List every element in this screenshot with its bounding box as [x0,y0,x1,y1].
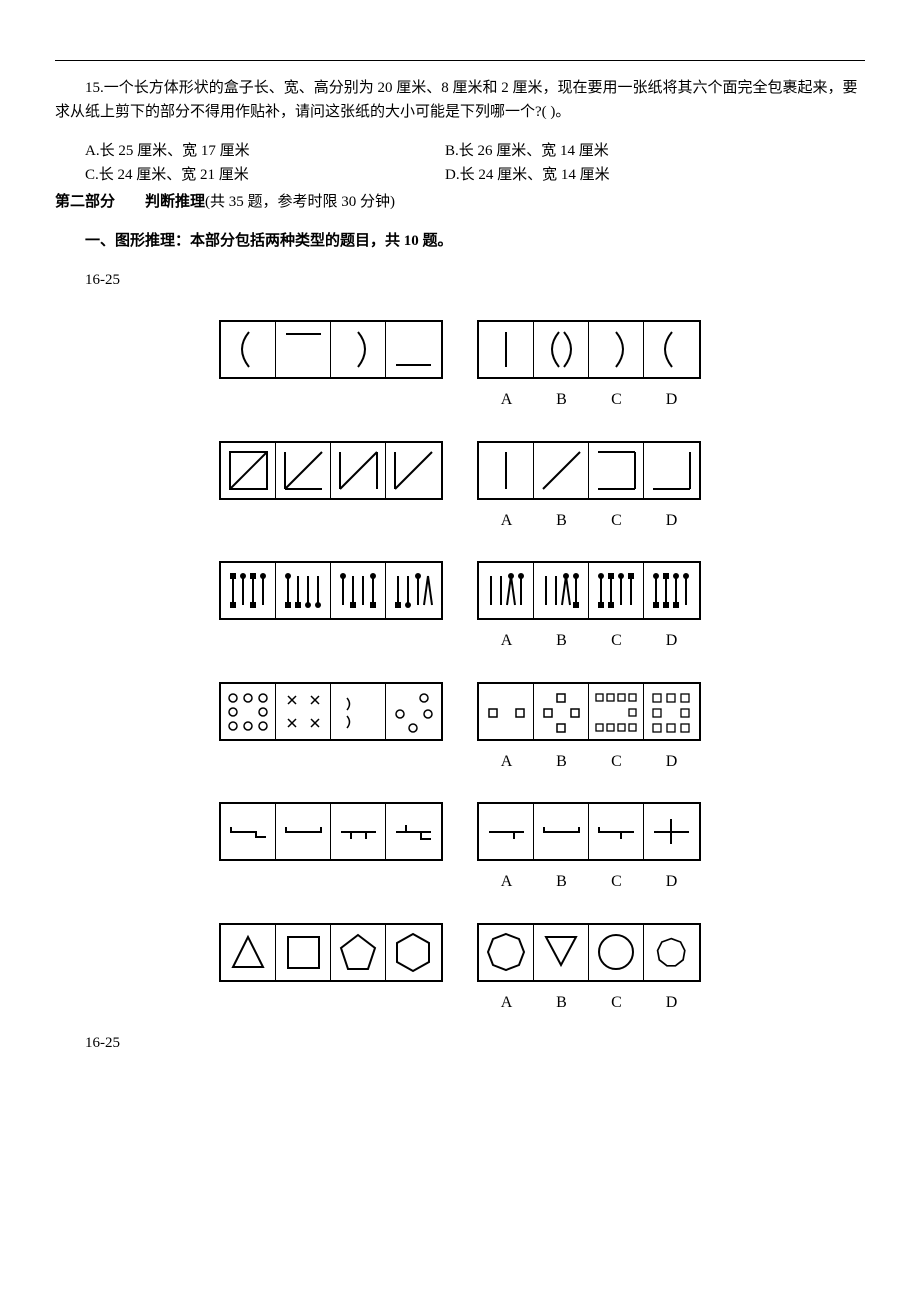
lbl-A: A [479,869,534,895]
lbl-C: C [589,508,644,534]
q15-optA: A.长 25 厘米、宽 17 厘米 [85,139,445,163]
fig2-right [477,441,701,500]
part2-subtitle: (共 35 题，参考时限 30 分钟) [205,194,395,210]
part2-title: 第二部分 判断推理 [55,194,205,210]
fig2-left [219,441,443,500]
lbl-D: D [644,387,699,413]
q15-body: 一个长方体形状的盒子长、宽、高分别为 20 厘米、8 厘米和 2 厘米，现在要用… [55,80,858,120]
fig6-right [477,923,701,982]
q15-optB: B.长 26 厘米、宽 14 厘米 [445,139,865,163]
figrow-3: A B C D [55,561,865,654]
lbl-A: A [479,990,534,1016]
lbl-B: B [534,387,589,413]
section1-title: 一、图形推理：本部分包括两种类型的题目，共 10 题。 [55,229,865,253]
horizontal-rule [55,60,865,61]
q15-text: 15.一个长方体形状的盒子长、宽、高分别为 20 厘米、8 厘米和 2 厘米，现… [55,76,865,124]
lbl-C: C [589,990,644,1016]
lbl-A: A [479,508,534,534]
q15-number: 15. [85,80,104,96]
fig4-right [477,682,701,741]
lbl-B: B [534,628,589,654]
lbl-A: A [479,387,534,413]
figrow-6: A B C D [55,923,865,1016]
figrow-5: A B C D [55,802,865,895]
lbl-B: B [534,749,589,775]
q15-options2: C.长 24 厘米、宽 21 厘米 D.长 24 厘米、宽 14 厘米 [85,163,865,187]
fig6-left [219,923,443,982]
q15-options: A.长 25 厘米、宽 17 厘米 B.长 26 厘米、宽 14 厘米 [85,139,865,163]
figrow-2: A B C D [55,441,865,534]
part2-heading: 第二部分 判断推理(共 35 题，参考时限 30 分钟) [55,190,865,214]
lbl-B: B [534,990,589,1016]
q15-optD: D.长 24 厘米、宽 14 厘米 [445,163,865,187]
lbl-A: A [479,628,534,654]
lbl-B: B [534,508,589,534]
lbl-C: C [589,628,644,654]
fig4-left [219,682,443,741]
lbl-D: D [644,990,699,1016]
fig5-right [477,802,701,861]
q15-optC: C.长 24 厘米、宽 21 厘米 [85,163,445,187]
lbl-D: D [644,869,699,895]
lbl-C: C [589,387,644,413]
figrow-4: A B C D [55,682,865,775]
fig5-left [219,802,443,861]
fig1-left [219,320,443,379]
lbl-C: C [589,749,644,775]
lbl-A: A [479,749,534,775]
fig1-right [477,320,701,379]
q-range-2: 16-25 [85,1031,865,1055]
q-range: 16-25 [85,268,865,292]
fig3-right [477,561,701,620]
fig3-left [219,561,443,620]
lbl-C: C [589,869,644,895]
lbl-D: D [644,749,699,775]
lbl-B: B [534,869,589,895]
lbl-D: D [644,628,699,654]
figrow-1: A B C D [55,320,865,413]
lbl-D: D [644,508,699,534]
